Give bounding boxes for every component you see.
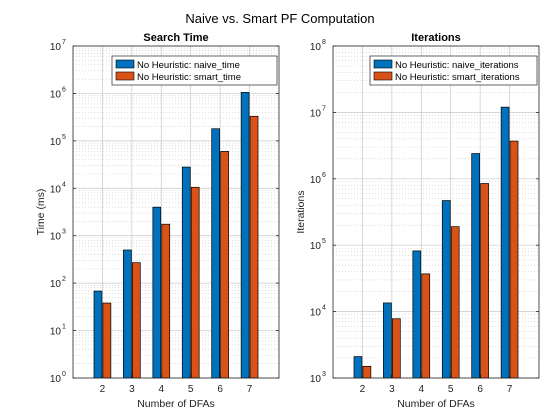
y-tick-label: 10 [310,241,322,252]
x-tick-label: 3 [129,384,135,395]
bar-no-heuristic-naive-time-6 [211,128,220,379]
bar-no-heuristic-naive-iterations-4 [412,250,422,379]
y-tick-label: 10 [310,308,322,319]
y-axis-label: Iterations [295,190,307,233]
bar-no-heuristic-naive-time-3 [123,249,132,379]
legend-swatch [115,59,135,69]
bar-no-heuristic-smart-time-4 [161,223,171,379]
y-tick-exponent: 6 [62,86,66,93]
y-tick-label: 10 [50,42,62,53]
bar-no-heuristic-smart-time-5 [190,186,200,379]
bar-no-heuristic-naive-iterations-5 [441,200,451,379]
y-tick-exponent: 5 [62,134,66,141]
legend-label: No Heuristic: smart_iterations [395,72,520,83]
legend-label: No Heuristic: naive_iterations [395,60,519,71]
axes-box [72,45,280,379]
x-tick-label: 7 [507,384,513,395]
y-tick-exponent: 3 [62,229,66,236]
x-tick-label: 2 [360,384,366,395]
y-tick-label: 10 [310,108,322,119]
legend-box [369,55,538,86]
bar-no-heuristic-naive-iterations-2 [353,356,363,379]
y-tick-exponent: 1 [62,324,66,331]
y-tick-label: 10 [310,42,322,53]
bar-no-heuristic-smart-time-6 [220,151,229,379]
y-tick-exponent: 6 [322,172,326,179]
y-tick-exponent: 4 [62,181,66,188]
panel-title: Iterations [411,32,461,44]
x-tick-label: 2 [100,384,106,395]
x-tick-label: 4 [419,384,425,395]
bar-no-heuristic-smart-iterations-4 [421,273,431,379]
axes-box [332,45,540,379]
y-tick-exponent: 4 [322,305,326,312]
bar-no-heuristic-naive-iterations-6 [471,153,480,379]
bar-no-heuristic-naive-time-4 [152,206,162,379]
figure-title: Naive vs. Smart PF Computation [185,11,374,26]
bar-no-heuristic-smart-iterations-2 [362,365,372,379]
y-tick-exponent: 8 [322,39,326,46]
bar-no-heuristic-naive-iterations-3 [383,302,392,379]
y-tick-label: 10 [50,89,62,100]
x-axis-label: Number of DFAs [397,398,475,410]
bar-no-heuristic-naive-time-2 [93,290,103,379]
y-tick-exponent: 2 [62,276,66,283]
bar-no-heuristic-smart-iterations-7 [509,140,519,379]
bar-no-heuristic-smart-time-2 [102,302,112,379]
chart-panel-2: 10 310 410 510 610 710 82 3 4 5 6 7IterationsNumber… [295,32,540,410]
bar-no-heuristic-smart-time-7 [249,115,259,379]
bar-no-heuristic-smart-time-3 [132,262,141,379]
legend-box [111,55,278,86]
y-tick-exponent: 5 [322,238,326,245]
y-tick-label: 10 [310,175,322,186]
x-tick-label: 6 [217,384,223,395]
y-tick-label: 10 [310,374,322,385]
x-tick-label: 4 [159,384,165,395]
bar-no-heuristic-smart-iterations-3 [392,318,401,379]
legend-swatch [373,71,393,81]
y-tick-exponent: 7 [62,39,66,46]
x-tick-label: 3 [389,384,395,395]
bar-no-heuristic-smart-iterations-6 [480,183,489,379]
y-tick-label: 10 [50,184,62,195]
panel-title: Search Time [143,32,208,44]
y-tick-label: 10 [50,137,62,148]
y-tick-exponent: 0 [62,371,66,378]
y-tick-exponent: 3 [322,371,326,378]
bar-no-heuristic-naive-iterations-7 [500,106,510,379]
y-tick-label: 10 [50,279,62,290]
y-tick-label: 10 [50,374,62,385]
legend-label: No Heuristic: naive_time [137,60,240,71]
x-axis-label: Number of DFAs [137,398,215,410]
x-tick-label: 7 [247,384,253,395]
legend-swatch [115,71,135,81]
bar-no-heuristic-naive-time-5 [181,166,191,379]
x-tick-label: 6 [477,384,483,395]
y-tick-label: 10 [50,327,62,338]
bar-no-heuristic-smart-iterations-5 [450,226,460,379]
y-tick-label: 10 [50,232,62,243]
x-tick-label: 5 [188,384,194,395]
bar-no-heuristic-naive-time-7 [240,92,250,379]
y-tick-exponent: 7 [322,105,326,112]
y-axis-label: Time (ms) [35,189,47,236]
legend-swatch [373,59,393,69]
legend-label: No Heuristic: smart_time [137,72,241,83]
x-tick-label: 5 [448,384,454,395]
